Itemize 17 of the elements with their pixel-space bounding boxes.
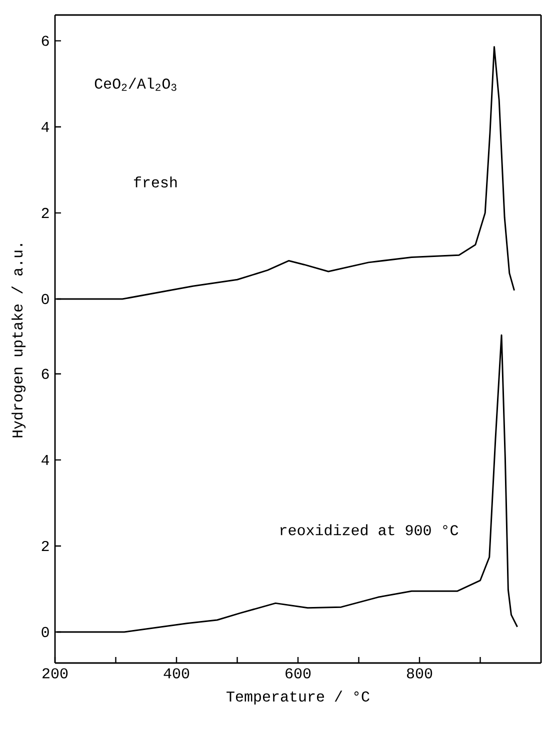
x-tick-label: 400 bbox=[164, 668, 190, 678]
annotation: CeO$_{2}$/Al$_{2}$O$_{3}$ bbox=[94, 78, 176, 91]
y-tick-label: 4 bbox=[42, 454, 50, 465]
y-axis-title: Hydrogen uptake / a.u. bbox=[12, 244, 26, 438]
x-tick-label: 200 bbox=[42, 668, 68, 678]
annotation: fresh bbox=[134, 176, 177, 188]
y-tick-label: 0 bbox=[42, 626, 49, 638]
y-tick-label: 4 bbox=[42, 122, 50, 132]
y-tick-label: 6 bbox=[42, 368, 49, 379]
y-tick-label: 2 bbox=[42, 540, 49, 551]
x-tick-label: 800 bbox=[406, 668, 432, 678]
x-axis-title: Temperature / °C bbox=[226, 690, 370, 705]
y-tick-label: 6 bbox=[42, 36, 49, 46]
x-tick-label: 600 bbox=[286, 668, 311, 678]
y-tick-label: 0 bbox=[42, 294, 49, 304]
y-tick-label: 2 bbox=[42, 208, 49, 218]
annotation: reoxidized at 900 °C bbox=[280, 524, 458, 536]
